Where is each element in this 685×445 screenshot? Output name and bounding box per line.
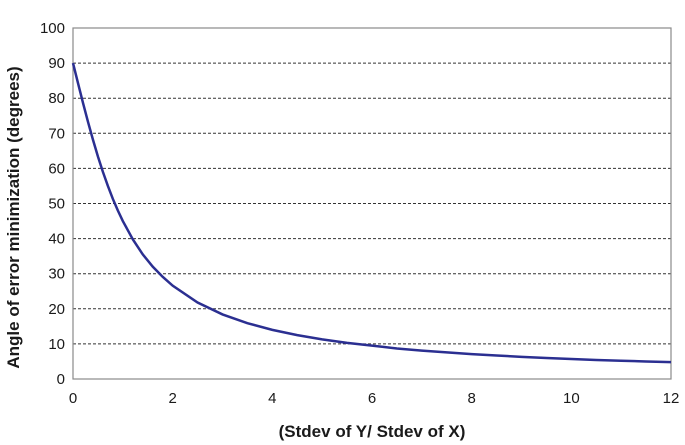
y-tick-label: 80: [48, 90, 65, 107]
series-line: [71, 62, 672, 364]
y-tick-label: 20: [48, 301, 65, 318]
x-tick-labels: 0 2 4 6 8 10 12: [69, 390, 680, 407]
y-tick-label: 60: [48, 160, 65, 177]
y-tick-label: 70: [48, 125, 65, 142]
y-tick-label: 90: [48, 55, 65, 72]
y-tick-label: 0: [57, 371, 65, 388]
x-tick-label: 10: [563, 390, 580, 407]
x-tick-label: 6: [368, 390, 376, 407]
x-tick-label: 2: [168, 390, 176, 407]
y-tick-label: 10: [48, 336, 65, 353]
x-axis-title: (Stdev of Y/ Stdev of X): [279, 422, 466, 441]
y-axis-title: Angle of error minimization (degrees): [4, 66, 23, 368]
y-tick-label: 40: [48, 231, 65, 248]
x-tick-label: 8: [467, 390, 475, 407]
plot-frame: [72, 27, 672, 380]
gridlines: [73, 62, 671, 345]
x-tick-label: 4: [268, 390, 276, 407]
y-tick-label: 30: [48, 266, 65, 283]
x-tick-label: 12: [663, 390, 680, 407]
x-tick-label: 0: [69, 390, 77, 407]
y-tick-label: 50: [48, 196, 65, 213]
y-tick-label: 100: [40, 20, 65, 37]
y-tick-labels: 0 10 20 30 40 50 60 70 80 90 100: [40, 20, 65, 388]
